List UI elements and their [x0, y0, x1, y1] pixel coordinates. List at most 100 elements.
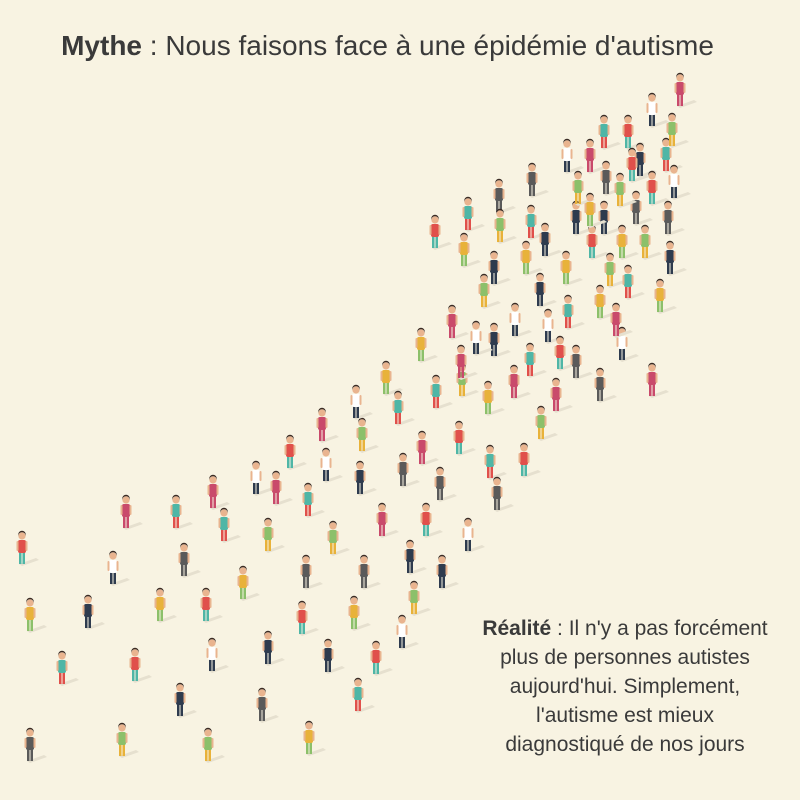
reality-text: Réalité : Il n'y a pas forcément plus de…: [455, 614, 795, 759]
person-figure: [178, 542, 201, 578]
person-figure: [509, 302, 532, 338]
person-figure: [380, 360, 403, 396]
person-figure: [584, 138, 607, 174]
person-figure: [662, 200, 685, 236]
myth-text: : Nous faisons face à une épidémie d'aut…: [142, 30, 714, 61]
person-figure: [462, 196, 485, 232]
person-figure: [56, 650, 79, 686]
person-figure: [616, 224, 639, 260]
person-figure: [488, 250, 511, 286]
person-figure: [303, 720, 326, 756]
person-figure: [518, 442, 541, 478]
person-figure: [654, 278, 677, 314]
person-figure: [392, 390, 415, 426]
reality-line-5: diagnostiqué de nos jours: [505, 733, 745, 756]
person-figure: [416, 430, 439, 466]
person-figure: [320, 447, 343, 483]
person-figure: [120, 494, 143, 530]
person-figure: [436, 554, 459, 590]
person-figure: [434, 466, 457, 502]
person-figure: [429, 214, 452, 250]
person-figure: [535, 405, 558, 441]
person-figure: [107, 550, 130, 586]
person-figure: [396, 614, 419, 650]
person-figure: [470, 320, 493, 356]
person-figure: [598, 114, 621, 150]
person-figure: [554, 335, 577, 371]
reality-line-2: plus de personnes autistes: [500, 646, 750, 669]
person-figure: [376, 502, 399, 538]
person-figure: [598, 200, 621, 236]
page-title: Mythe : Nous faisons face à une épidémie…: [0, 30, 775, 62]
person-figure: [478, 273, 501, 309]
person-figure: [24, 727, 47, 763]
person-figure: [316, 407, 339, 443]
person-figure: [508, 364, 531, 400]
person-figure: [668, 164, 691, 200]
person-figure: [206, 637, 229, 673]
person-figure: [202, 727, 225, 763]
myth-label: Mythe: [61, 30, 142, 61]
person-figure: [170, 494, 193, 530]
person-figure: [218, 507, 241, 543]
person-figure: [370, 640, 393, 676]
person-figure: [458, 232, 481, 268]
person-figure: [626, 147, 649, 183]
person-figure: [404, 539, 427, 575]
person-figure: [350, 384, 373, 420]
person-figure: [524, 342, 547, 378]
person-figure: [200, 587, 223, 623]
person-figure: [262, 630, 285, 666]
person-figure: [484, 444, 507, 480]
reality-line-4: l'autisme est mieux: [536, 704, 714, 727]
person-figure: [570, 344, 593, 380]
person-figure: [666, 112, 689, 148]
person-figure: [420, 502, 443, 538]
person-figure: [408, 580, 431, 616]
person-figure: [358, 554, 381, 590]
person-figure: [207, 474, 230, 510]
person-figure: [664, 240, 687, 276]
person-figure: [174, 682, 197, 718]
person-figure: [562, 294, 585, 330]
person-figure: [116, 722, 139, 758]
person-figure: [526, 162, 549, 198]
person-figure: [488, 322, 511, 358]
person-figure: [600, 160, 623, 196]
person-figure: [284, 434, 307, 470]
person-figure: [539, 222, 562, 258]
person-figure: [594, 367, 617, 403]
person-figure: [534, 272, 557, 308]
person-figure: [250, 460, 273, 496]
person-figure: [262, 517, 285, 553]
person-figure: [302, 482, 325, 518]
person-figure: [520, 240, 543, 276]
person-figure: [560, 250, 583, 286]
person-figure: [16, 530, 39, 566]
person-figure: [630, 190, 653, 226]
person-figure: [446, 304, 469, 340]
person-figure: [525, 204, 548, 240]
person-figure: [462, 517, 485, 553]
person-figure: [561, 138, 584, 174]
person-figure: [493, 178, 516, 214]
person-figure: [237, 565, 260, 601]
person-figure: [270, 470, 293, 506]
person-figure: [646, 170, 669, 206]
person-figure: [639, 224, 662, 260]
reality-label: Réalité: [482, 617, 552, 640]
person-figure: [453, 420, 476, 456]
person-figure: [415, 327, 438, 363]
person-figure: [494, 208, 517, 244]
person-figure: [604, 252, 627, 288]
person-figure: [482, 380, 505, 416]
person-figure: [129, 647, 152, 683]
person-figure: [622, 264, 645, 300]
person-figure: [455, 344, 478, 380]
person-figure: [397, 452, 420, 488]
person-figure: [348, 595, 371, 631]
person-figure: [296, 600, 319, 636]
person-figure: [491, 476, 514, 512]
person-figure: [354, 460, 377, 496]
